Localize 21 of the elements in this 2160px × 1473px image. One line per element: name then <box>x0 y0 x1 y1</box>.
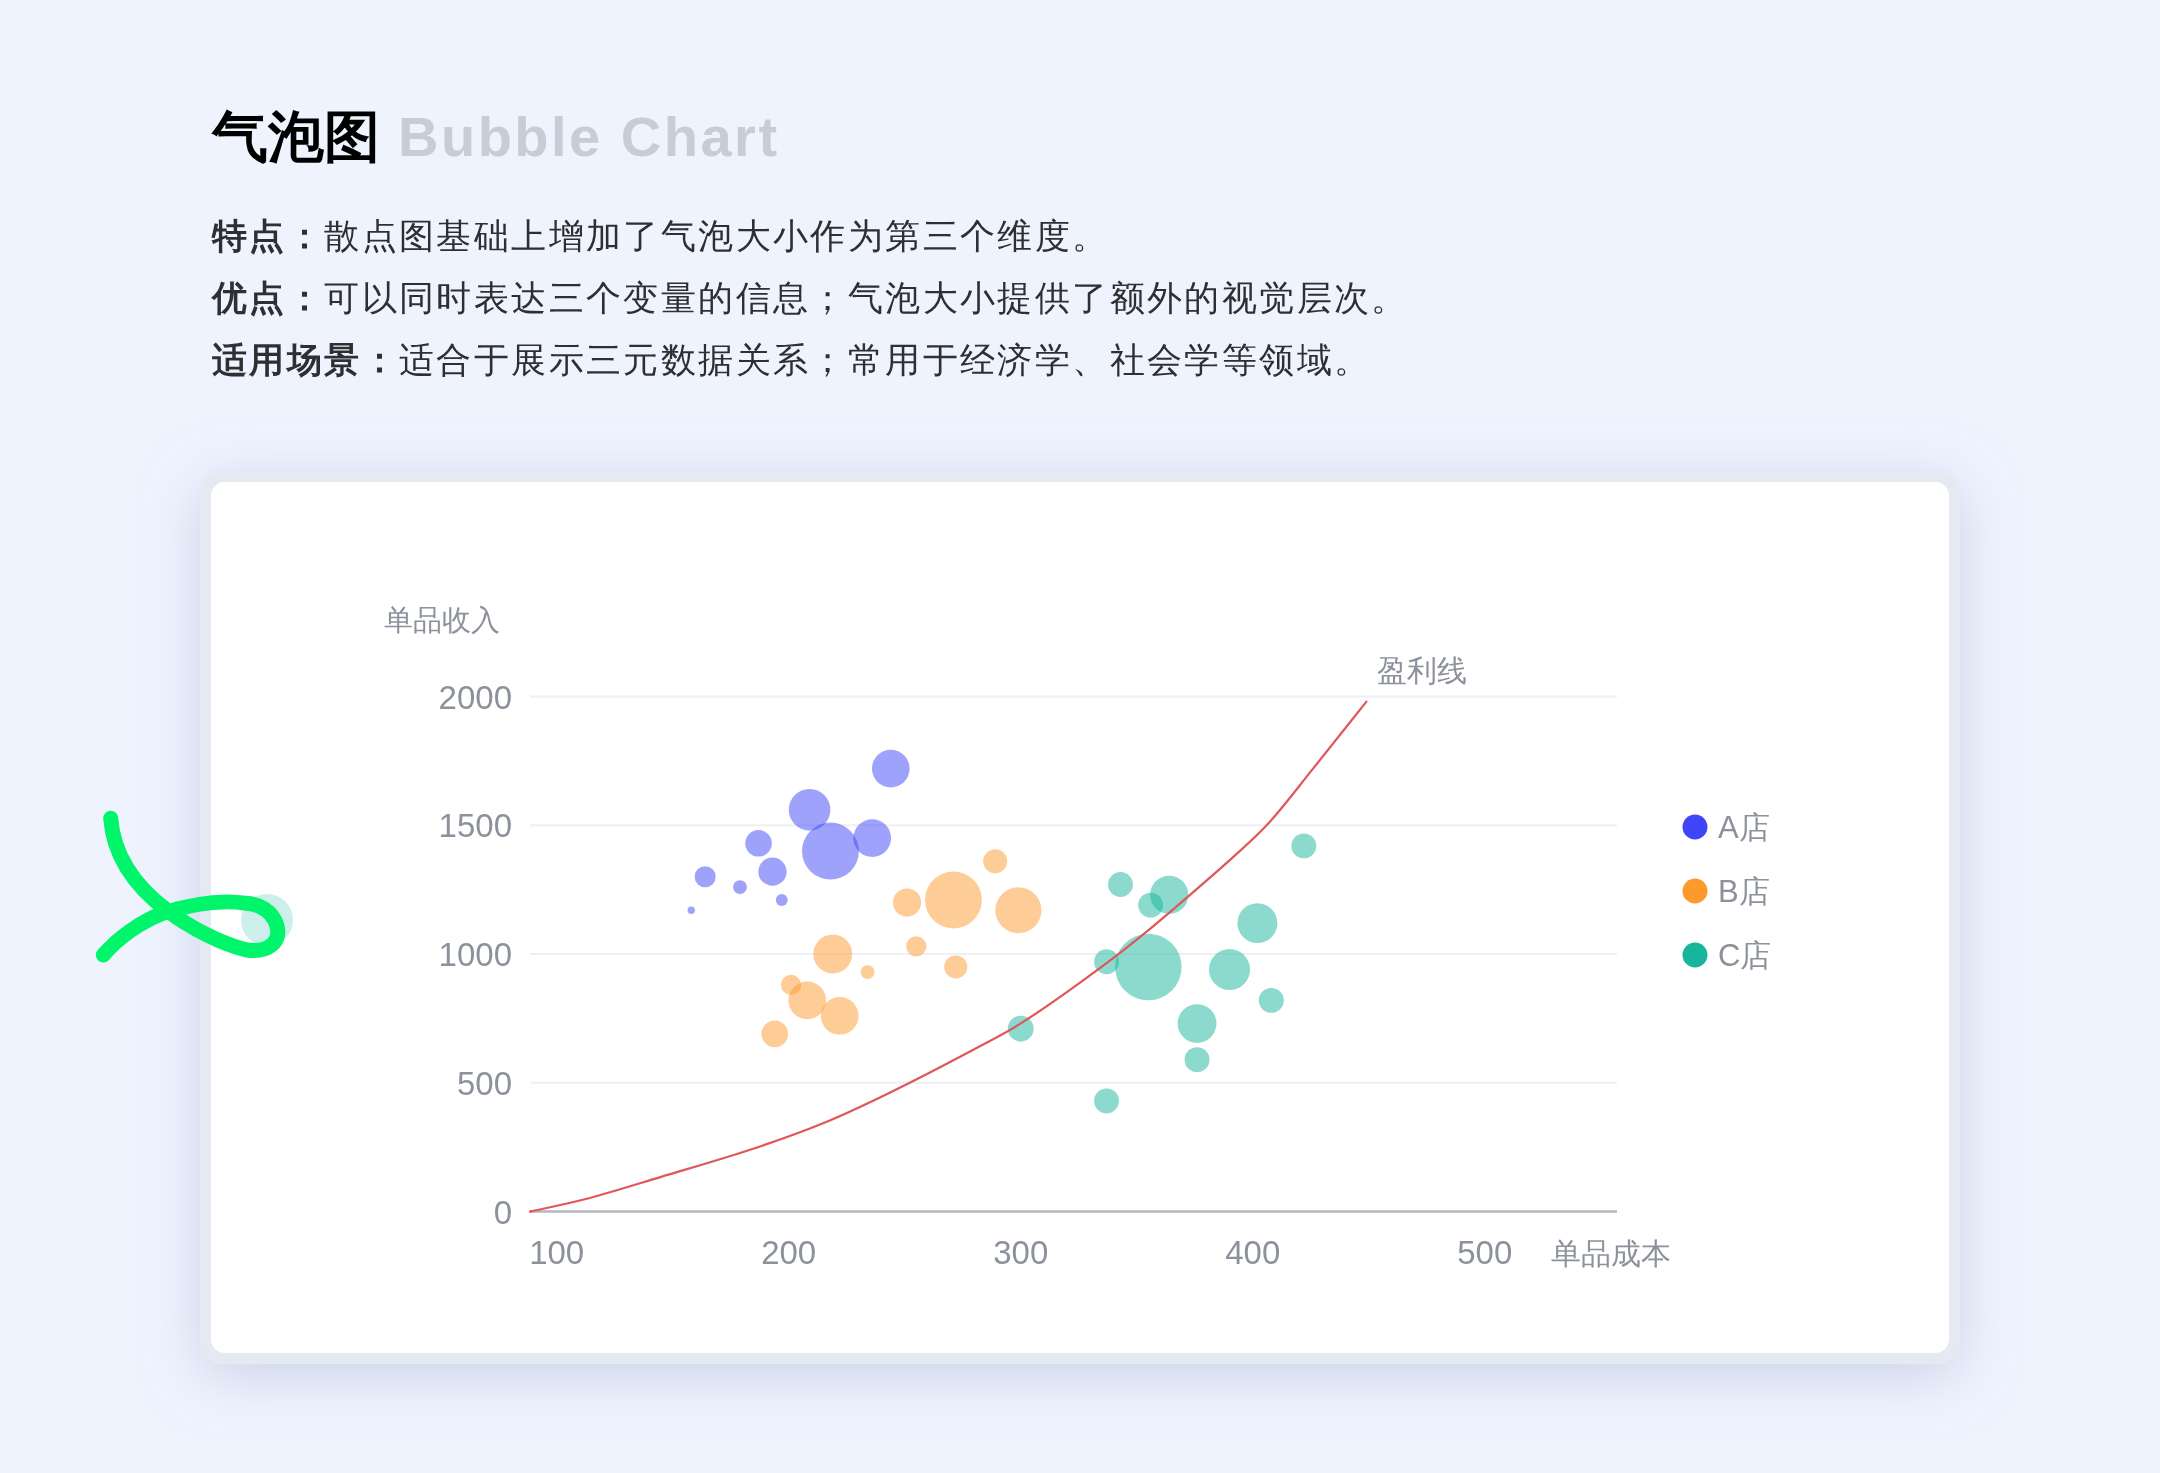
series-label: 盈利线 <box>1377 653 1468 687</box>
x-tick-label: 500 <box>1457 1234 1513 1271</box>
y-tick-label: 500 <box>456 1064 512 1102</box>
text: 适用场景：适合于展示三元数据关系；常用于经济学、社会学等领域。 <box>212 340 1372 379</box>
y-tick-label: 0 <box>493 1193 512 1231</box>
line-series <box>528 700 1368 1213</box>
x-tick-label: 100 <box>529 1234 585 1271</box>
y-tick-label: 1500 <box>438 807 512 845</box>
legend-label: A店 <box>1718 810 1770 845</box>
legend-label: C店 <box>1718 938 1772 973</box>
x-tick-label: 300 <box>993 1234 1049 1271</box>
x-tick-label: 200 <box>761 1234 817 1271</box>
y-tick-label: 1000 <box>438 936 512 974</box>
text: 优点：可以同时表达三个变量的信息；气泡大小提供了额外的视觉层次。 <box>210 278 1409 317</box>
x-axis-title: 单品成本 <box>1551 1237 1671 1270</box>
x-tick-label: 400 <box>1225 1234 1281 1271</box>
y-tick-label: 2000 <box>438 678 512 716</box>
chart-title: 气泡图 <box>211 105 380 168</box>
legend-label: B店 <box>1718 874 1770 909</box>
y-axis-title: 单品收入 <box>384 604 500 636</box>
text: 特点：散点图基础上增加了气泡大小作为第三个维度。 <box>211 216 1110 255</box>
